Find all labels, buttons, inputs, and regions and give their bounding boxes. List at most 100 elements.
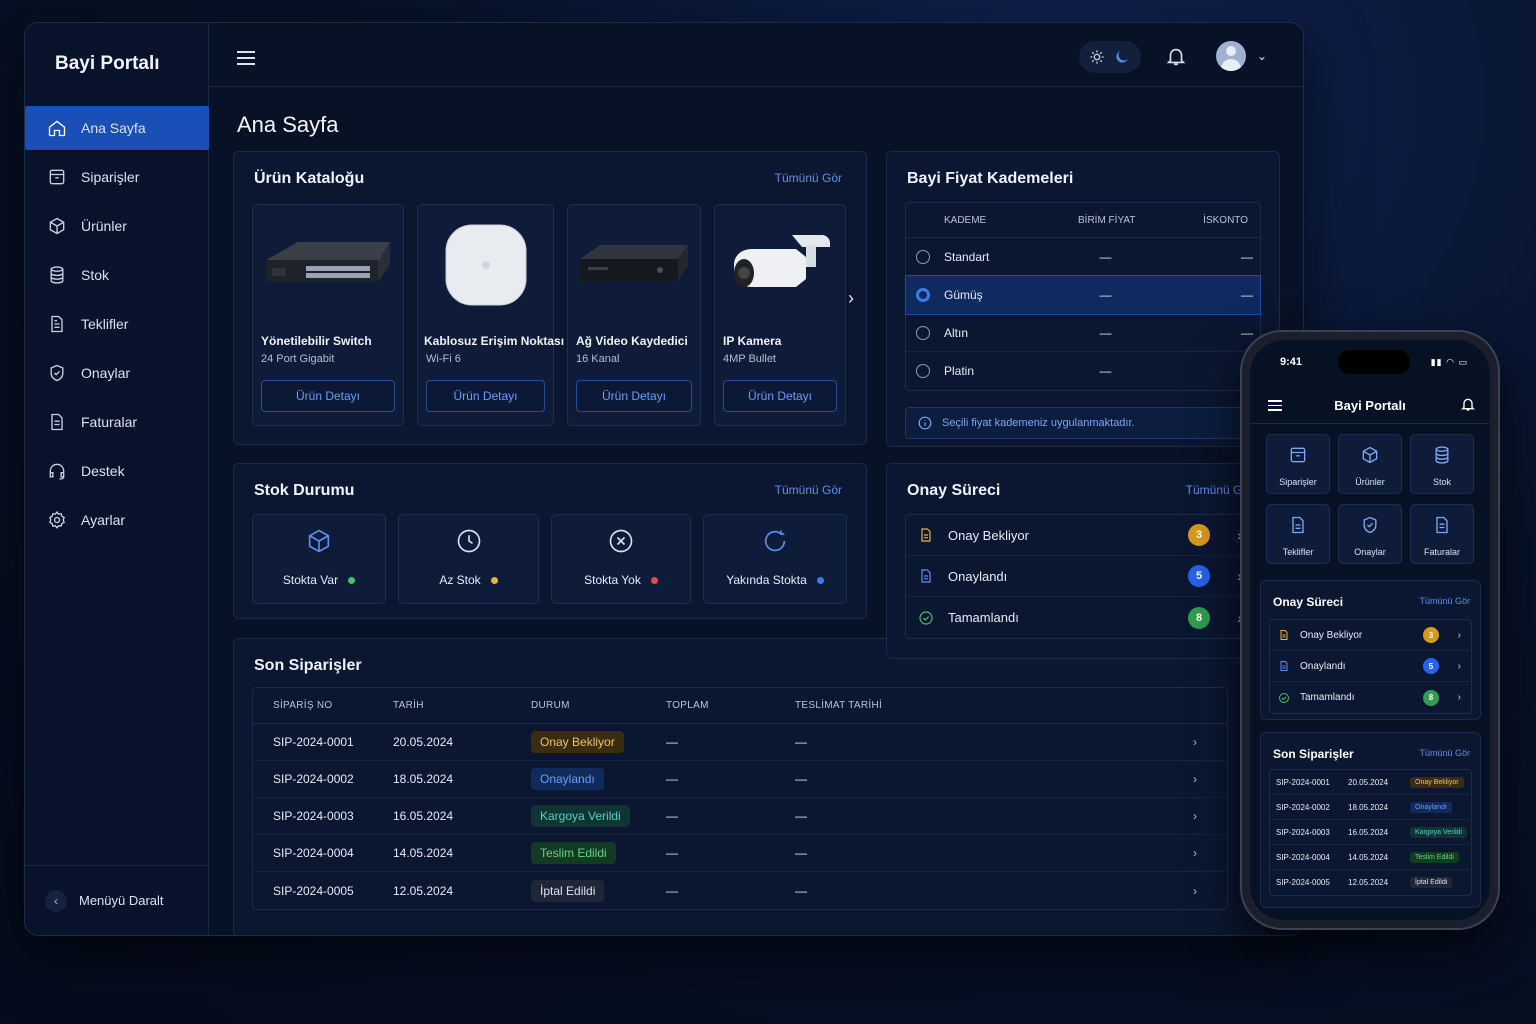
catalog-view-all-link[interactable]: Tümünü Gör	[774, 171, 842, 185]
phone-orders-view-all-link[interactable]: Tümünü Gör	[1419, 748, 1470, 758]
radio-button[interactable]	[916, 249, 930, 264]
chevron-right-icon[interactable]: ›	[1193, 735, 1197, 749]
pricing-title: Bayi Fiyat Kademeleri	[907, 170, 1074, 187]
approval-item-completed[interactable]: Tamamlandı 8 ›	[906, 597, 1260, 638]
tile-label: Siparişler	[1279, 477, 1317, 487]
sidebar-item-ana-sayfa[interactable]: Ana Sayfa	[25, 106, 209, 150]
table-row[interactable]: SIP-2024-0001 20.05.2024 Onay Bekliyor —…	[253, 724, 1227, 761]
sidebar-item-label: Ürünler	[81, 218, 127, 234]
table-row[interactable]: SIP-2024-0005 12.05.2024 İptal Edildi — …	[253, 872, 1227, 909]
sidebar-item-onaylar[interactable]: Onaylar	[25, 351, 209, 395]
sidebar-item-ayarlar[interactable]: Ayarlar	[25, 498, 209, 542]
tile-stok[interactable]: Stok	[1410, 434, 1474, 494]
stock-view-all-link[interactable]: Tümünü Gör	[774, 483, 842, 497]
chevron-down-icon[interactable]: ⌄	[1257, 49, 1268, 63]
tier-row-gumus[interactable]: Gümüş — —	[905, 275, 1261, 315]
status-badge: Onaylandı	[1410, 801, 1452, 813]
status-dot	[490, 577, 498, 585]
avatar[interactable]	[1216, 41, 1246, 71]
status-badge: Teslim Edildi	[531, 842, 616, 864]
tile-teklifler[interactable]: Teklifler	[1266, 504, 1330, 564]
stock-tile-coming-soon[interactable]: Yakında Stokta	[703, 514, 847, 604]
check-circle-icon	[1279, 692, 1289, 703]
orders-table: SİPARİŞ NO TARİH DURUM TOPLAM TESLİMAT T…	[252, 687, 1228, 910]
radio-button-selected[interactable]	[916, 287, 930, 302]
product-detail-button[interactable]: Ürün Detayı	[576, 380, 692, 412]
sidebar-nav: Ana Sayfa Siparişler Ürünler Stok Teklif…	[25, 106, 209, 547]
phone-approval-view-all-link[interactable]: Tümünü Gör	[1419, 596, 1470, 606]
sidebar-item-label: Siparişler	[81, 169, 140, 185]
status-badge: Onay Bekliyor	[1410, 776, 1464, 788]
sidebar-item-siparisler[interactable]: Siparişler	[25, 155, 209, 199]
status-dot	[348, 577, 356, 585]
approval-item-pending[interactable]: Onay Bekliyor 3 ›	[906, 515, 1260, 556]
box-icon	[49, 169, 65, 185]
count-badge: 3	[1188, 524, 1210, 546]
tile-onaylar[interactable]: Onaylar	[1338, 504, 1402, 564]
catalog-title: Ürün Kataloğu	[254, 170, 365, 187]
tier-row-standart[interactable]: Standart — —	[906, 238, 1260, 276]
sun-icon	[1090, 50, 1104, 64]
product-name: Ağ Video Kaydedici	[576, 334, 688, 348]
gear-icon	[49, 511, 65, 529]
product-detail-button[interactable]: Ürün Detayı	[426, 380, 545, 412]
pricing-info-banner: Seçili fiyat kademeniz uygulanmaktadır.	[905, 407, 1261, 439]
chevron-right-icon[interactable]: ›	[1193, 772, 1197, 786]
desktop-window: Bayi Portalı Ana Sayfa Siparişler Ürünle…	[24, 22, 1304, 936]
database-icon	[50, 266, 64, 284]
table-row[interactable]: SIP-2024-0004 14.05.2024 Teslim Edildi —…	[253, 835, 1227, 872]
table-row[interactable]: SIP-2024-0003 16.05.2024 Kargoya Verildi	[1270, 820, 1471, 845]
stock-label: Stokta Var	[282, 573, 339, 587]
bell-icon[interactable]	[1460, 396, 1476, 412]
box-icon	[1290, 447, 1306, 463]
tier-row-platin[interactable]: Platin — —	[906, 352, 1260, 390]
table-row[interactable]: SIP-2024-0005 12.05.2024 İptal Edildi	[1270, 870, 1471, 895]
bell-icon[interactable]	[1165, 45, 1187, 67]
ip-camera-image	[715, 205, 845, 325]
order-delivery: —	[795, 883, 807, 898]
count-badge: 3	[1423, 627, 1439, 643]
table-row[interactable]: SIP-2024-0004 14.05.2024 Teslim Edildi	[1270, 845, 1471, 870]
collapse-menu-button[interactable]: ‹ Menüyü Daralt	[25, 865, 209, 935]
table-row[interactable]: SIP-2024-0003 16.05.2024 Kargoya Verildi…	[253, 798, 1227, 835]
theme-toggle[interactable]	[1079, 41, 1141, 73]
tile-siparisler[interactable]: Siparişler	[1266, 434, 1330, 494]
tier-name: Gümüş	[944, 287, 983, 302]
sidebar-item-teklifler[interactable]: Teklifler	[25, 302, 209, 346]
tile-urunler[interactable]: Ürünler	[1338, 434, 1402, 494]
carousel-next-icon[interactable]: ›	[848, 288, 854, 308]
approval-item-approved[interactable]: Onaylandı 5 ›	[906, 556, 1260, 597]
order-total: —	[666, 846, 678, 860]
chevron-right-icon[interactable]: ›	[1193, 846, 1197, 860]
table-row[interactable]: SIP-2024-0001 20.05.2024 Onay Bekliyor	[1270, 770, 1471, 795]
tier-price: —	[1099, 249, 1112, 264]
chevron-right-icon[interactable]: ›	[1193, 809, 1197, 823]
invoice-icon	[51, 413, 63, 431]
table-row[interactable]: SIP-2024-0002 18.05.2024 Onaylandı — — ›	[253, 761, 1227, 798]
stock-tile-out-of-stock[interactable]: Stokta Yok	[551, 514, 691, 604]
tier-row-altin[interactable]: Altın — —	[906, 314, 1260, 352]
sidebar-item-destek[interactable]: Destek	[25, 449, 209, 493]
sidebar-item-urunler[interactable]: Ürünler	[25, 204, 209, 248]
approval-view-all-link[interactable]: Tümünü Gör	[1185, 483, 1253, 497]
radio-button[interactable]	[916, 325, 930, 340]
approval-item-pending[interactable]: Onay Bekliyor 3 ›	[1270, 620, 1471, 651]
radio-button[interactable]	[916, 364, 930, 378]
stock-tile-low-stock[interactable]: Az Stok	[398, 514, 539, 604]
product-subtitle: Wi-Fi 6	[426, 353, 461, 365]
table-row[interactable]: SIP-2024-0002 18.05.2024 Onaylandı	[1270, 795, 1471, 820]
approval-item-approved[interactable]: Onaylandı 5 ›	[1270, 651, 1471, 682]
chevron-right-icon: ›	[1457, 692, 1461, 703]
approval-item-completed[interactable]: Tamamlandı 8 ›	[1270, 682, 1471, 713]
hamburger-menu-icon[interactable]	[237, 51, 255, 69]
approval-label: Onaylandı	[948, 568, 1008, 584]
chevron-right-icon[interactable]: ›	[1193, 883, 1197, 898]
sidebar-item-faturalar[interactable]: Faturalar	[25, 400, 209, 444]
product-detail-button[interactable]: Ürün Detayı	[723, 380, 837, 412]
sidebar-item-stok[interactable]: Stok	[25, 253, 209, 297]
tile-faturalar[interactable]: Faturalar	[1410, 504, 1474, 564]
product-detail-button[interactable]: Ürün Detayı	[261, 380, 395, 412]
table-header: KADEME BİRİM FİYAT İSKONTO	[906, 203, 1260, 238]
hamburger-menu-icon[interactable]	[1268, 400, 1282, 411]
stock-tile-in-stock[interactable]: Stokta Var	[252, 514, 386, 604]
